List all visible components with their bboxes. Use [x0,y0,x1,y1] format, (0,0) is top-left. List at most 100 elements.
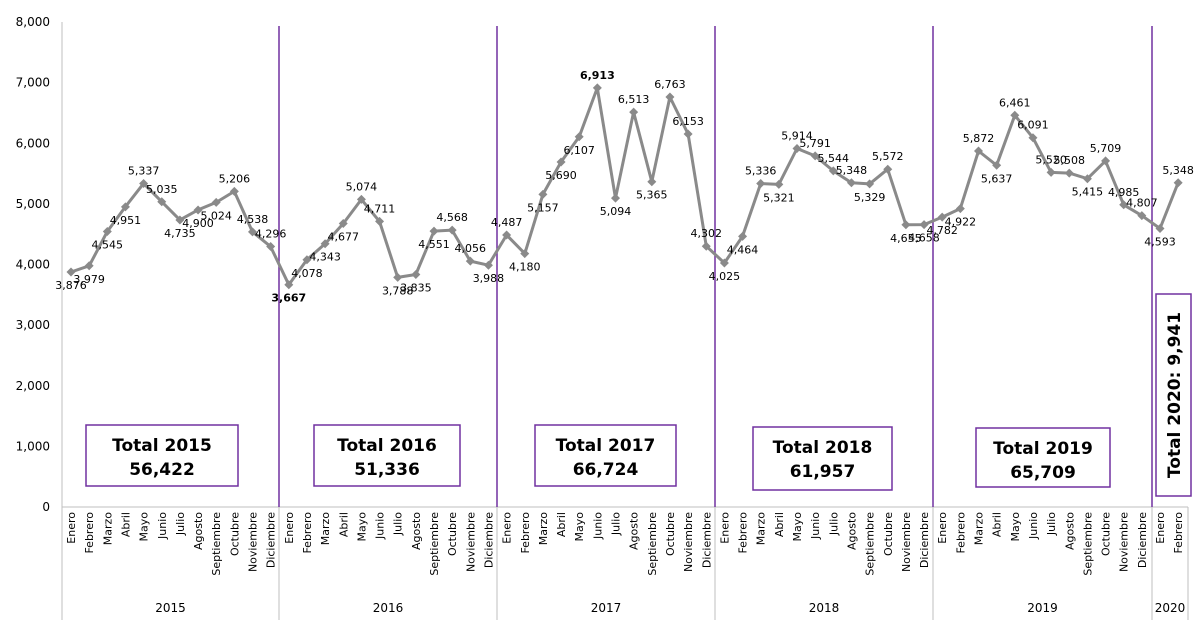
data-point-marker [302,255,312,265]
month-tick-label: Mayo [791,512,804,542]
data-label: 5,321 [763,191,795,204]
data-label: 4,056 [455,242,487,255]
data-label: 5,872 [963,132,995,145]
year-total-title: Total 2017 [556,436,656,456]
month-tick-label: Septiembre [864,512,877,576]
data-point-marker [520,249,530,259]
data-label: 5,572 [872,150,904,163]
data-point-marker [411,270,421,280]
year-tick-label: 2016 [373,601,404,615]
month-tick-label: Agosto [192,512,205,550]
month-tick-label: Noviembre [1118,512,1131,572]
data-label: 6,153 [672,115,704,128]
month-tick-label: Abril [773,512,786,537]
month-tick-label: Febrero [519,512,532,554]
data-point-marker [756,179,766,189]
data-point-marker [502,230,512,240]
data-label: 5,791 [799,137,831,150]
axes: 0 1,000 2,000 3,000 4,000 5,000 6,000 7,000 8,00… [16,15,1189,620]
data-point-marker [629,107,639,117]
month-tick-label: Agosto [845,512,858,550]
data-label: 4,807 [1126,197,1158,210]
data-label: 4,711 [364,202,396,215]
data-point-marker [538,189,548,199]
month-tick-label: Abril [337,512,350,537]
data-label: 4,655 [890,232,922,245]
month-tick-label: Julio [610,512,623,536]
data-point-marker [556,157,566,167]
data-point-marker [592,83,602,93]
data-label: 5,690 [545,169,577,182]
data-point-marker [974,146,983,156]
month-tick-label: Febrero [1172,512,1185,554]
month-tick-label: Enero [283,512,296,544]
data-point-marker [919,220,929,230]
data-point-marker [284,280,294,290]
data-point-marker [356,194,366,204]
month-tick-label: Marzo [101,512,114,546]
year-total-title: Total 2019 [993,439,1093,459]
data-label: 5,544 [818,152,850,165]
data-label: 4,551 [418,238,450,251]
data-label: 4,568 [436,211,468,224]
data-point-marker [429,226,439,236]
month-tick-label: Febrero [301,512,314,554]
year-total-box [752,426,893,491]
data-label: 3,979 [73,273,105,286]
year-total-value: 66,724 [573,460,639,480]
year-tick-label: 2017 [591,601,622,615]
year-total-box [85,424,239,487]
data-label: 5,415 [1072,186,1104,199]
month-tick-label: Noviembre [247,512,260,572]
data-point-marker [992,160,1002,170]
series-line [70,86,1180,287]
y-tick-label: 6,000 [16,136,50,150]
y-tick-label: 4,000 [16,258,50,272]
data-point-marker [66,267,76,277]
data-point-marker [229,186,239,196]
data-label: 4,078 [291,267,323,280]
data-label: 6,091 [1017,119,1049,132]
month-tick-label: Septiembre [646,512,659,576]
data-point-marker [810,151,820,161]
data-label: 3,876 [55,279,87,292]
data-label: 5,336 [745,165,777,178]
month-tick-label: Julio [174,512,187,536]
data-label: 4,302 [691,227,723,240]
data-point-marker [719,258,729,268]
month-tick-label: Agosto [1063,512,1076,550]
month-tick-label: Enero [65,512,78,544]
month-tick-label: Mayo [1009,512,1022,542]
data-point-marker [157,197,167,207]
y-tick-label: 5,000 [16,197,50,211]
year-total-2020-label: Total 2020: 9,941 [1165,312,1185,478]
data-point-marker [738,231,748,241]
month-tick-label: Septiembre [1081,512,1094,576]
month-tick-label: Enero [936,512,949,544]
month-tick-label: Marzo [319,512,332,546]
month-tick-label: Febrero [737,512,750,554]
data-label: 5,520 [1035,153,1067,166]
data-label: 5,337 [128,164,160,177]
data-point-marker [901,220,911,230]
data-label: 4,296 [255,228,287,241]
year-total-title: Total 2015 [112,436,212,456]
data-point-marker [701,241,711,251]
year-total-boxes: Total 2015 56,422 Total 2016 51,336 Total 20… [85,293,1192,497]
month-tick-label: Diciembre [482,512,495,568]
data-label: 3,788 [382,284,414,297]
data-point-marker [774,179,784,189]
month-tick-label: Junio [374,512,387,540]
month-tick-label: Enero [718,512,731,544]
data-label: 5,024 [200,209,232,222]
data-point-marker [1137,211,1147,221]
month-tick-label: Julio [827,512,840,536]
data-label: 4,677 [328,230,360,243]
month-tick-label: Febrero [954,512,967,554]
data-point-marker [665,92,675,102]
data-label: 4,900 [182,217,214,230]
data-label: 5,365 [636,189,668,202]
month-tick-label: Diciembre [1136,512,1149,568]
data-label: 5,709 [1090,142,1122,155]
